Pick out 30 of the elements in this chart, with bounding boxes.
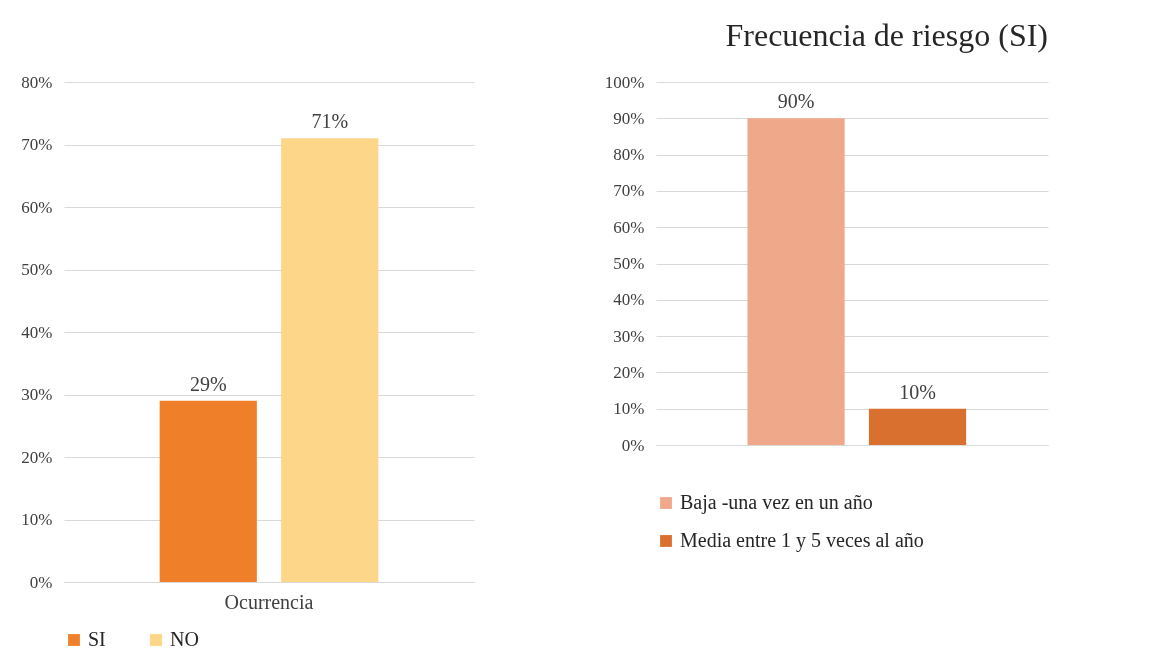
x-tick-label: Ocurrencia [224,590,314,613]
y-tick-label: 20% [613,362,645,382]
y-tick-label: 40% [21,322,53,342]
y-tick-label: 70% [21,135,53,154]
chart-title: Frecuencia de riesgo (SI) [725,17,1048,53]
data-label: 29% [189,372,227,395]
data-label: 90% [777,90,815,113]
data-label: 71% [311,110,349,133]
y-tick-label: 60% [613,217,645,237]
y-tick-label: 100% [604,72,645,92]
y-tick-label: 30% [21,385,53,404]
y-tick-label: 50% [613,254,645,273]
legend-label: NO [170,628,199,650]
y-tick-label: 70% [613,181,645,201]
y-tick-label: 40% [613,290,645,310]
data-label: 10% [899,380,936,403]
y-tick-label: 30% [613,326,645,346]
y-tick-label: 20% [21,447,53,467]
y-tick-label: 90% [613,108,645,128]
y-tick-label: 10% [613,399,645,419]
y-tick-label: 10% [21,510,53,529]
y-tick-label: 0% [29,572,53,592]
y-tick-label: 50% [21,260,53,279]
legend-label: Baja -una vez en un año [680,491,873,514]
y-tick-label: 80% [613,145,645,165]
legend-label: Media entre 1 y 5 veces al año [680,529,924,552]
y-tick-label: 60% [21,197,53,217]
y-tick-label: 80% [21,72,53,92]
y-tick-label: 0% [621,435,645,455]
legend-label: SI [88,628,106,650]
